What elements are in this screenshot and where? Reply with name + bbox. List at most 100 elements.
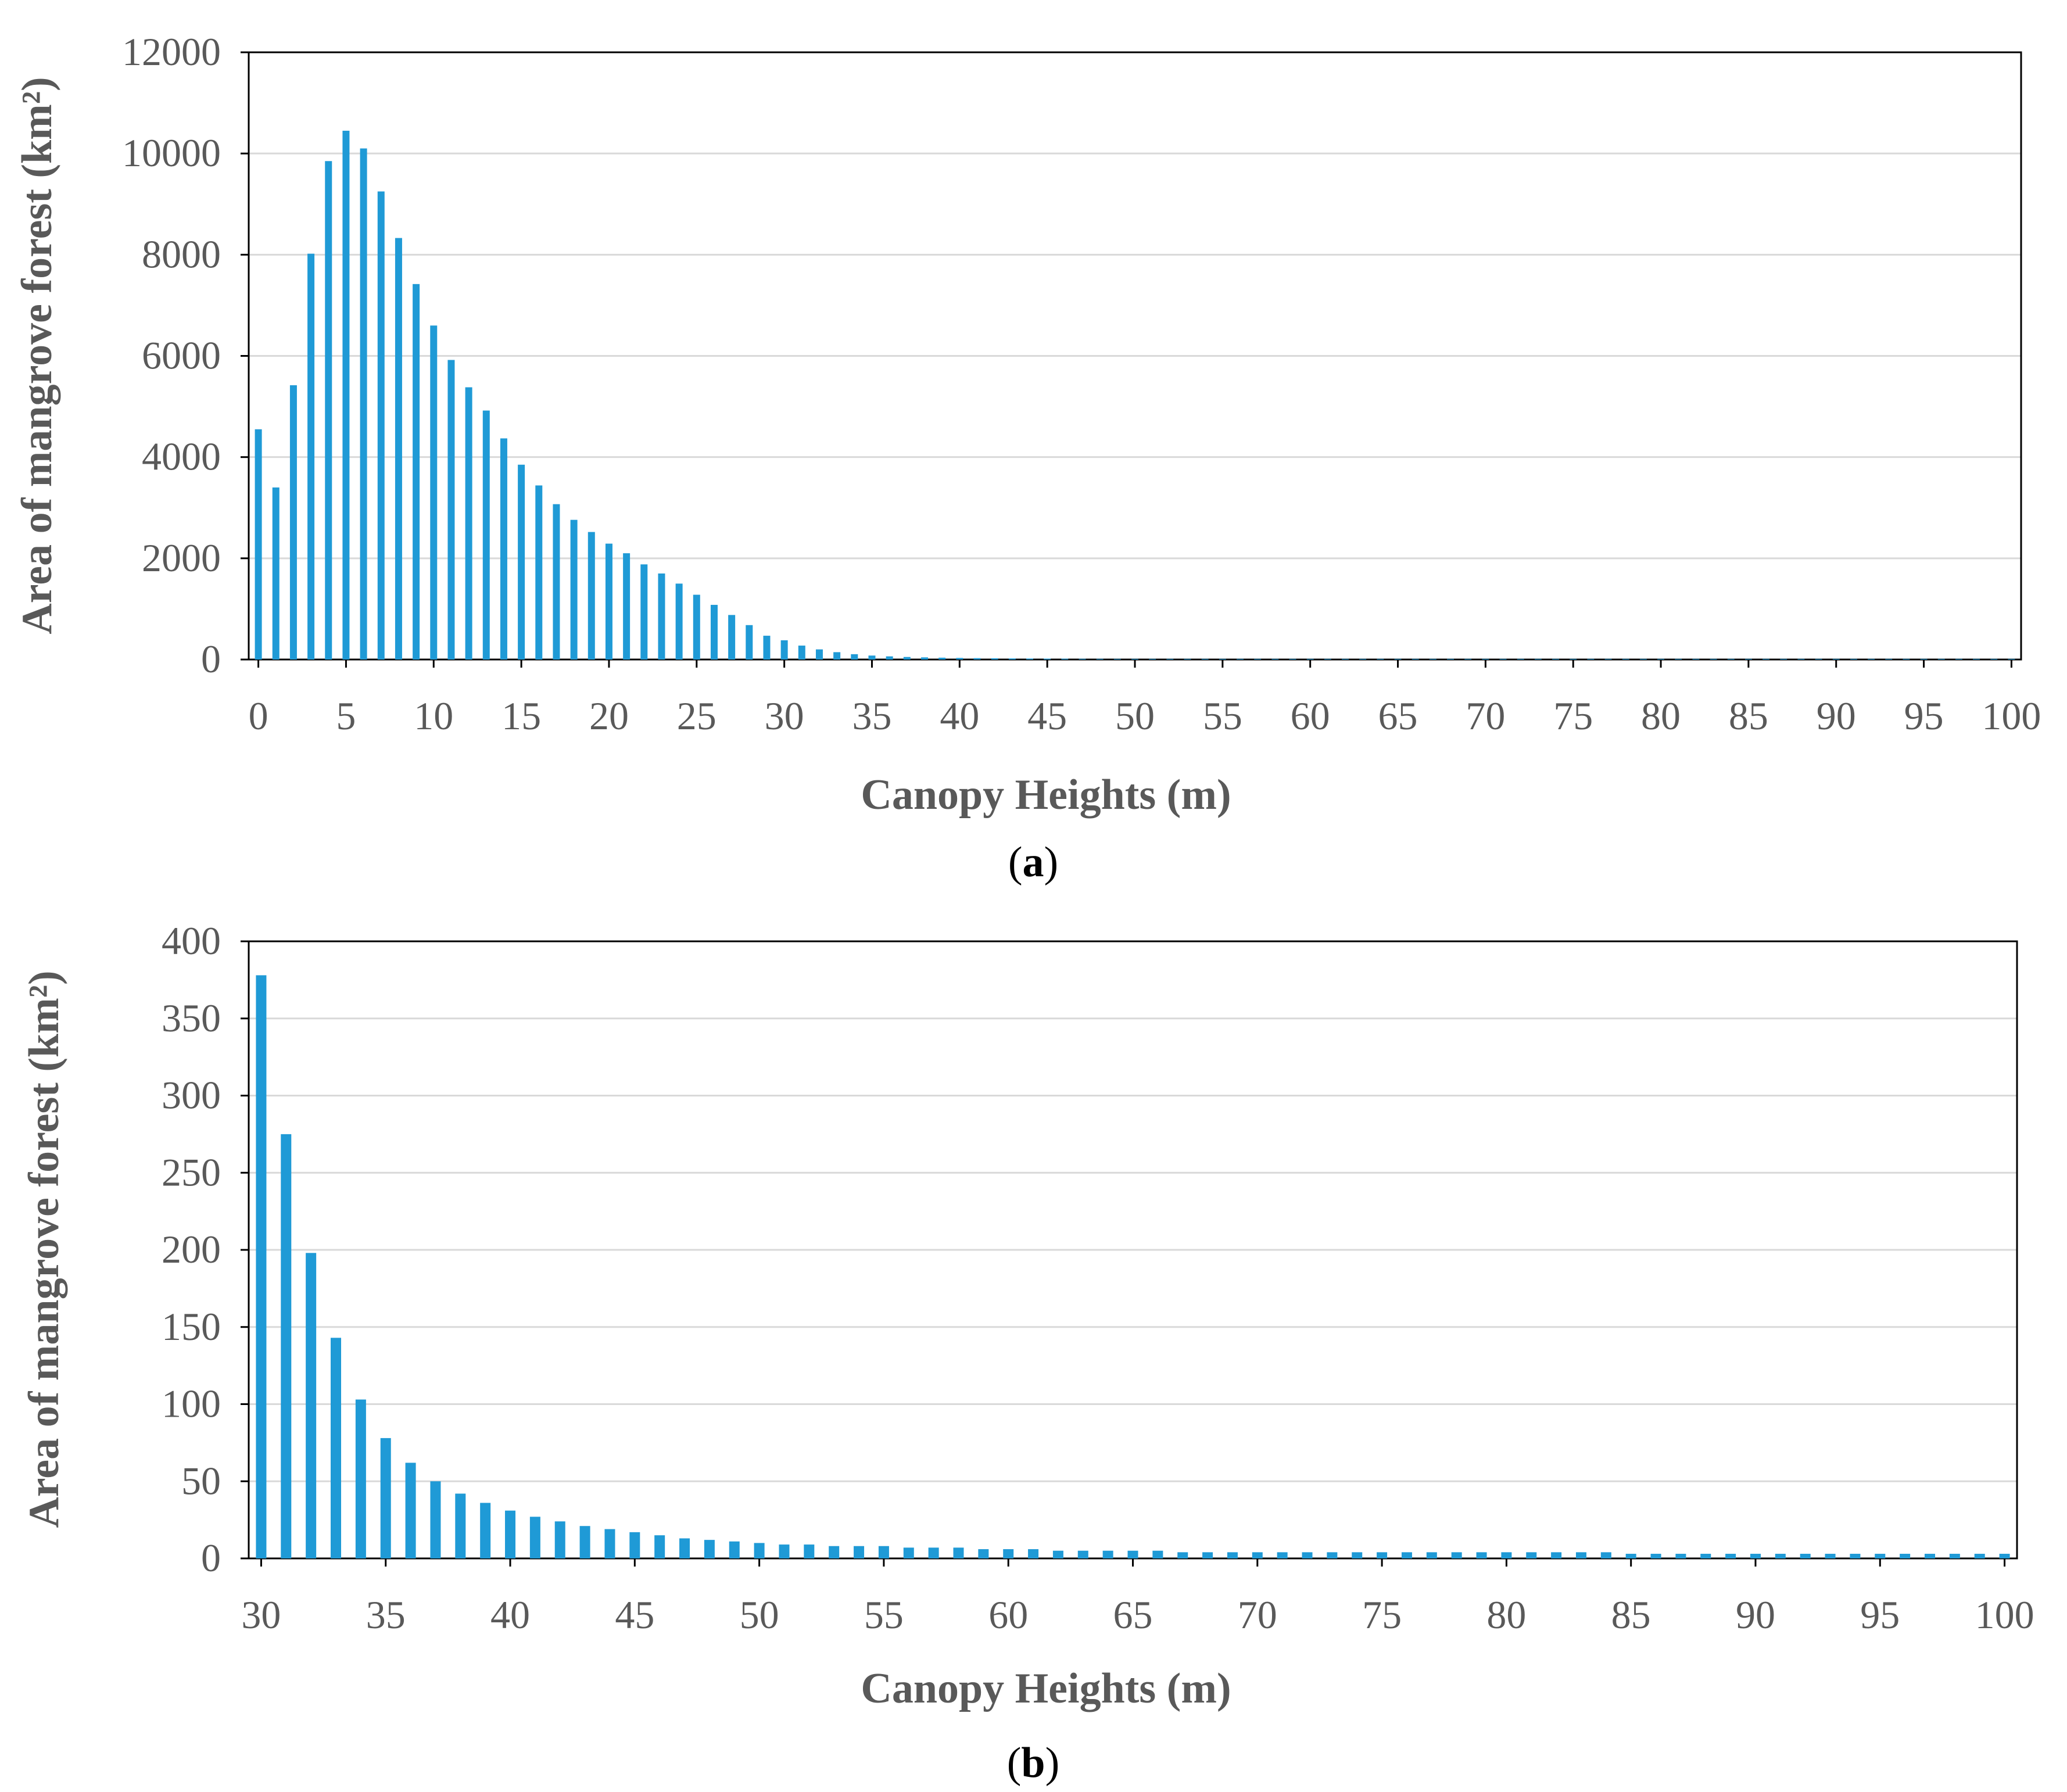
bar-a-15 — [518, 464, 525, 660]
bar-a-25 — [693, 594, 700, 660]
bars-b — [256, 975, 2010, 1558]
bar-a-79 — [1639, 659, 1647, 660]
bar-b-71 — [1277, 1552, 1288, 1558]
x-tick-label-b: 90 — [1736, 1593, 1775, 1637]
bar-a-22 — [640, 564, 648, 660]
bar-a-40 — [956, 658, 963, 660]
bar-a-38 — [920, 657, 928, 660]
y-axis-title-b: Area of mangrove forest (km²) — [20, 970, 68, 1528]
x-tick-label-b: 75 — [1362, 1593, 1402, 1637]
bar-a-13 — [482, 410, 490, 660]
bar-a-18 — [570, 519, 578, 660]
x-tick-label-b: 30 — [241, 1593, 281, 1637]
bar-b-34 — [355, 1399, 366, 1558]
bar-b-73 — [1327, 1552, 1338, 1558]
bar-a-31 — [798, 646, 805, 660]
x-tick-label-b: 45 — [615, 1593, 654, 1637]
bar-a-100 — [2008, 659, 2015, 660]
bar-b-97 — [1924, 1554, 1935, 1558]
bar-b-50 — [754, 1543, 765, 1558]
bar-b-64 — [1102, 1550, 1113, 1558]
x-tick-label-b: 95 — [1860, 1593, 1900, 1637]
bar-b-39 — [480, 1503, 491, 1558]
x-tick-label-a: 80 — [1641, 694, 1681, 738]
bar-a-51 — [1149, 659, 1156, 660]
bar-a-39 — [938, 657, 946, 660]
bar-b-52 — [804, 1544, 815, 1558]
x-tick-label-b: 80 — [1486, 1593, 1526, 1637]
bar-a-57 — [1254, 659, 1262, 660]
bar-a-3 — [307, 253, 315, 660]
panel-letter-b: b — [1021, 1739, 1045, 1787]
bar-a-26 — [710, 604, 718, 660]
bar-a-84 — [1727, 659, 1735, 660]
bar-b-74 — [1352, 1552, 1363, 1558]
x-tick-label-a: 25 — [677, 694, 717, 738]
bar-b-48 — [704, 1540, 715, 1558]
bar-b-79 — [1476, 1552, 1487, 1558]
x-tick-label-b: 60 — [988, 1593, 1028, 1637]
y-tick-labels-b: 0 50 100 150 200 250 300 350 400 — [162, 919, 249, 1580]
bar-a-98 — [1973, 659, 1980, 660]
bar-a-78 — [1622, 659, 1629, 660]
bar-a-52 — [1166, 659, 1174, 660]
bar-b-55 — [878, 1546, 889, 1558]
bar-b-36 — [405, 1463, 416, 1558]
x-tick-label-b: 35 — [366, 1593, 406, 1637]
bar-a-85 — [1744, 659, 1752, 660]
bar-a-11 — [447, 360, 455, 660]
bar-b-59 — [978, 1549, 989, 1558]
bar-a-33 — [833, 652, 841, 660]
y-tick-label-b: 150 — [162, 1304, 221, 1349]
bar-a-75 — [1570, 659, 1577, 660]
gridlines-b — [249, 1017, 2017, 1482]
bar-a-27 — [728, 615, 736, 660]
bar-a-72 — [1517, 659, 1524, 660]
panel-label-b: (b) — [1007, 1739, 1059, 1787]
bar-b-56 — [903, 1547, 914, 1558]
bar-b-44 — [604, 1529, 615, 1558]
bar-a-12 — [465, 387, 472, 660]
bar-a-82 — [1692, 659, 1700, 660]
bar-b-42 — [554, 1521, 565, 1558]
bar-a-88 — [1797, 659, 1805, 660]
bar-b-92 — [1800, 1554, 1811, 1558]
bar-b-58 — [953, 1547, 964, 1558]
bar-a-61 — [1324, 659, 1331, 660]
bar-b-51 — [779, 1544, 790, 1558]
bar-b-69 — [1227, 1552, 1238, 1558]
bar-b-62 — [1052, 1550, 1063, 1558]
y-tick-labels-a: 0 2000 4000 6000 8000 10000 12000 — [122, 30, 249, 681]
x-tick-label-a: 90 — [1817, 694, 1856, 738]
bar-a-48 — [1096, 658, 1104, 660]
bar-b-88 — [1700, 1554, 1711, 1558]
y-tick-label-a: 2000 — [142, 536, 221, 580]
bar-a-7 — [377, 191, 385, 660]
bar-a-64 — [1377, 659, 1384, 660]
bar-b-32 — [306, 1253, 317, 1558]
bar-a-67 — [1429, 659, 1436, 660]
bar-a-9 — [413, 284, 420, 660]
bar-b-83 — [1575, 1552, 1586, 1558]
bar-b-78 — [1451, 1552, 1462, 1558]
y-tick-label-b: 350 — [162, 996, 221, 1040]
y-axis-title-a: Area of mangrove forest (km²) — [13, 77, 61, 634]
bar-b-47 — [679, 1538, 690, 1558]
bar-a-71 — [1499, 659, 1507, 660]
x-tick-label-a: 0 — [249, 694, 268, 738]
bar-b-80 — [1501, 1552, 1512, 1558]
bar-b-93 — [1825, 1554, 1836, 1558]
bar-b-89 — [1725, 1554, 1736, 1558]
bar-b-96 — [1900, 1554, 1911, 1558]
bar-a-0 — [255, 429, 262, 660]
bar-b-90 — [1750, 1554, 1761, 1558]
x-tick-label-a: 100 — [1982, 694, 2041, 738]
bar-b-31 — [281, 1134, 292, 1558]
bar-a-92 — [1868, 659, 1875, 660]
bar-b-45 — [629, 1532, 640, 1558]
bar-a-2 — [289, 385, 297, 660]
bar-a-36 — [886, 656, 893, 660]
bar-a-23 — [658, 573, 665, 660]
x-tick-label-a: 55 — [1203, 694, 1242, 738]
